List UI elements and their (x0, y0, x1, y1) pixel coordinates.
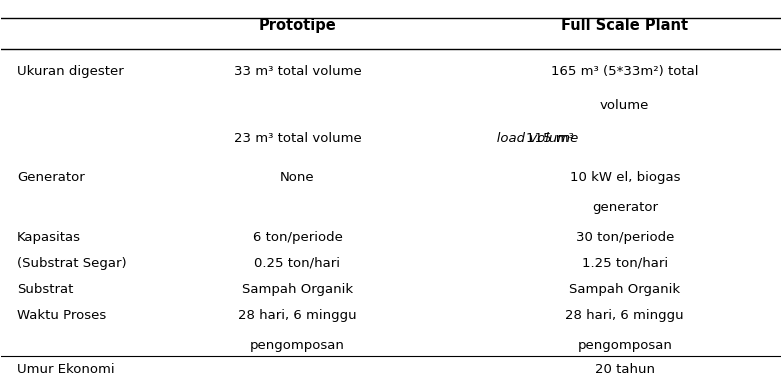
Text: Prototipe: Prototipe (259, 18, 336, 33)
Text: Sampah Organik: Sampah Organik (242, 283, 353, 296)
Text: Sampah Organik: Sampah Organik (569, 283, 680, 296)
Text: 115 m³: 115 m³ (526, 132, 578, 146)
Text: pengomposan: pengomposan (250, 339, 345, 352)
Text: None: None (280, 171, 315, 184)
Text: volume: volume (600, 99, 650, 112)
Text: 33 m³ total volume: 33 m³ total volume (234, 65, 361, 79)
Text: 28 hari, 6 minggu: 28 hari, 6 minggu (239, 309, 357, 322)
Text: load volume: load volume (467, 132, 578, 146)
Text: Ukuran digester: Ukuran digester (17, 65, 124, 79)
Text: Substrat: Substrat (17, 283, 74, 296)
Text: Kapasitas: Kapasitas (17, 231, 81, 244)
Text: 23 m³ total volume: 23 m³ total volume (234, 132, 361, 146)
Text: 30 ton/periode: 30 ton/periode (576, 231, 674, 244)
Text: 1.25 ton/hari: 1.25 ton/hari (582, 257, 668, 270)
Text: Umur Ekonomi: Umur Ekonomi (17, 363, 115, 376)
Text: 6 ton/periode: 6 ton/periode (253, 231, 343, 244)
Text: 165 m³ (5*33m²) total: 165 m³ (5*33m²) total (551, 65, 698, 79)
Text: Full Scale Plant: Full Scale Plant (561, 18, 688, 33)
Text: 20 tahun: 20 tahun (595, 363, 655, 376)
Text: pengomposan: pengomposan (577, 339, 673, 352)
Text: 10 kW el, biogas: 10 kW el, biogas (569, 171, 680, 184)
Text: Waktu Proses: Waktu Proses (17, 309, 106, 322)
Text: Generator: Generator (17, 171, 84, 184)
Text: 28 hari, 6 minggu: 28 hari, 6 minggu (565, 309, 684, 322)
Text: (Substrat Segar): (Substrat Segar) (17, 257, 127, 270)
Text: generator: generator (592, 201, 658, 214)
Text: 0.25 ton/hari: 0.25 ton/hari (254, 257, 340, 270)
